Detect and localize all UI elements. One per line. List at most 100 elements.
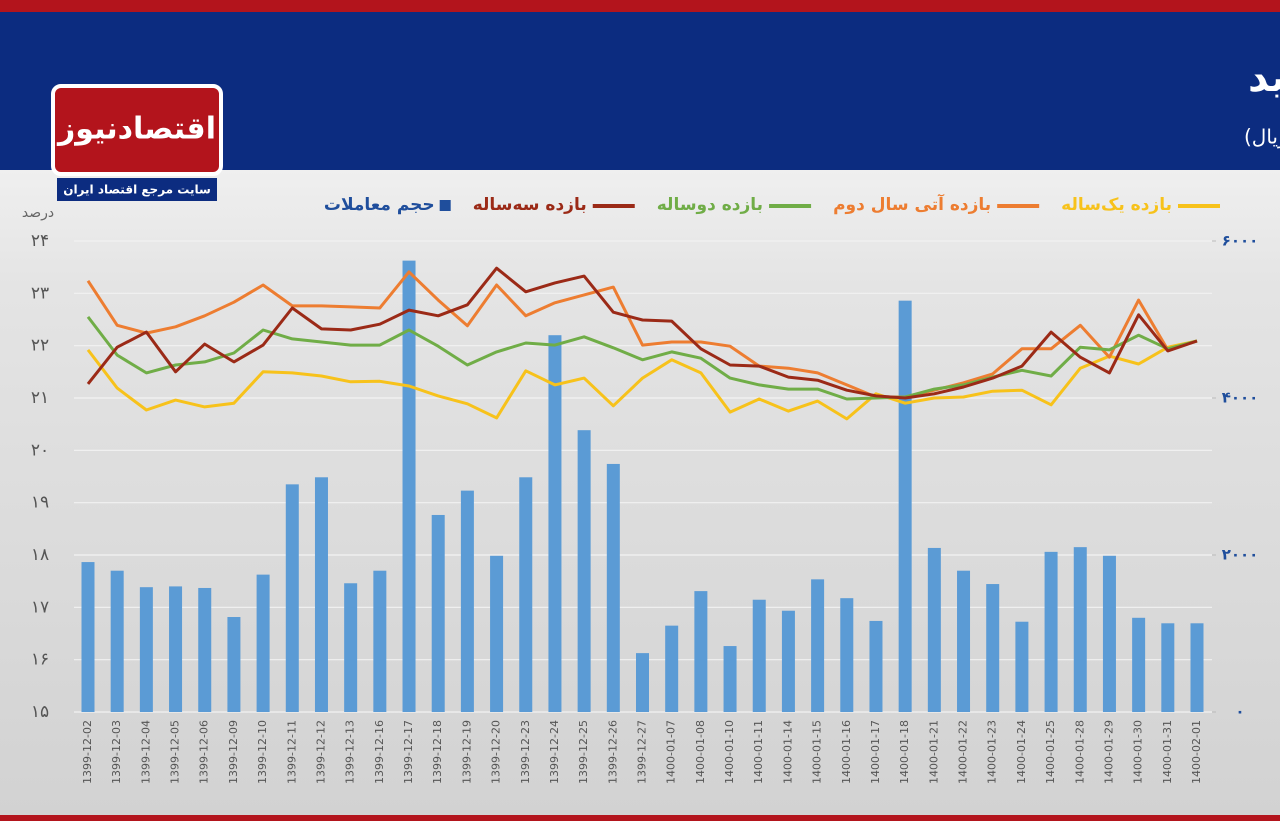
bar — [986, 584, 1000, 712]
bar — [752, 599, 766, 712]
line-series — [86, 270, 1198, 399]
legend-label: بازده سه‌ساله — [473, 195, 587, 215]
legend-label: بازده دوساله — [657, 195, 763, 215]
bar — [840, 598, 854, 712]
x-tick-label: 1399-12-24 — [548, 720, 561, 784]
x-tick-label: 1399-12-12 — [314, 720, 327, 784]
bar — [169, 586, 183, 712]
bar — [373, 570, 387, 712]
bar — [1015, 621, 1029, 712]
bar — [723, 646, 737, 712]
bar — [1132, 617, 1146, 712]
bar — [927, 547, 941, 712]
plot: ۱۵ ۱۶ ۱۷ ۱۸ ۱۹ ۲۰ ۲۱ ۲۲ ۲۳ ۲۴ ۰ ۲۰۰۰ ۴۰۰۰ ۶۰۰۰ 1399-12… — [31, 231, 1258, 784]
bottom-strip — [0, 815, 1280, 821]
line-series — [86, 339, 1198, 421]
bar — [81, 562, 95, 712]
x-tick-label: 1399-12-26 — [606, 720, 619, 784]
legend-label: حجم معاملات — [324, 195, 435, 215]
x-tick-label: 1400-01-08 — [694, 720, 707, 784]
bar — [869, 620, 883, 712]
legend-swatch — [439, 200, 451, 211]
x-tick-label: 1400-01-11 — [752, 720, 765, 784]
y2-tick-label: ۶۰۰۰ — [1222, 232, 1259, 250]
bar — [1073, 547, 1087, 712]
line-series — [86, 266, 1198, 400]
x-tick-label: 1399-12-04 — [139, 720, 152, 784]
x-tick-label: 1399-12-05 — [169, 720, 182, 784]
title: | روند نرخ اوراق سررسید — [1248, 55, 1280, 102]
x-tick-label: 1399-12-19 — [460, 720, 473, 784]
bar — [898, 300, 912, 712]
bar — [665, 625, 679, 712]
x-tick-label: 1399-12-27 — [636, 720, 649, 784]
bar — [110, 570, 124, 712]
y-tick-label: ۲۱ — [31, 388, 49, 408]
x-tick-label: 1399-12-16 — [373, 720, 386, 784]
x-tick-label: 1399-12-13 — [344, 720, 357, 784]
x-tick-label: 1400-01-25 — [1044, 720, 1057, 784]
x-tick-label: 1399-12-17 — [402, 720, 415, 784]
x-tick-label: 1400-01-14 — [781, 720, 794, 784]
x-tick-label: 1399-12-06 — [198, 720, 211, 784]
x-tick-label: 1399-12-18 — [431, 720, 444, 784]
bar — [577, 430, 591, 712]
bar — [431, 514, 445, 712]
legend-label: بازده یک‌ساله — [1061, 195, 1172, 215]
y-tick-label: ۲۳ — [31, 283, 49, 303]
x-tick-label: 1399-12-03 — [110, 720, 123, 784]
y-tick-label: ۱۷ — [31, 597, 49, 617]
bar — [198, 587, 212, 712]
bar — [256, 574, 270, 712]
y-tick-label: ۱۸ — [31, 545, 49, 565]
bar — [1044, 551, 1058, 712]
bar — [285, 484, 299, 712]
bar — [460, 490, 474, 712]
logo-box — [51, 84, 223, 176]
logo-tagline-band — [57, 178, 217, 201]
y-axis-label: درصد — [22, 205, 54, 221]
x-tick-label: 1400-01-22 — [957, 720, 970, 784]
x-tick-label: 1400-01-31 — [1161, 720, 1174, 784]
bar — [314, 477, 328, 712]
x-tick-label: 1399-12-11 — [285, 720, 298, 784]
x-tick-label: 1400-01-28 — [1073, 720, 1086, 784]
bar — [957, 570, 971, 712]
bar — [1190, 623, 1204, 712]
x-tick-label: 1400-01-29 — [1102, 720, 1115, 784]
y-tick-label: ۲۴ — [31, 231, 49, 251]
y-tick-label: ۱۵ — [31, 702, 49, 722]
logo-name: اقتصادنیوز — [56, 112, 216, 147]
bar — [1161, 623, 1175, 712]
bar — [519, 477, 533, 712]
y2-tick-label: ۲۰۰۰ — [1222, 546, 1259, 564]
x-tick-label: 1399-12-20 — [490, 720, 503, 784]
bar — [548, 335, 562, 712]
x-tick-label: 1400-02-01 — [1190, 720, 1203, 784]
x-tick-label: 1399-12-02 — [81, 720, 94, 784]
x-tick-label: 1399-12-25 — [577, 720, 590, 784]
bar — [781, 610, 795, 712]
bar — [227, 617, 241, 712]
x-tick-label: 1400-01-07 — [665, 720, 678, 784]
legend-label: بازده آتی سال دوم — [833, 193, 991, 215]
bar — [636, 653, 649, 712]
y-tick-label: ۱۶ — [31, 650, 49, 670]
bar — [490, 555, 504, 712]
y2-tick-label: ۴۰۰۰ — [1222, 389, 1259, 407]
x-tick-label: 1399-12-23 — [519, 720, 532, 784]
subtitle: (واحد:میلیارد ریال) — [1244, 125, 1280, 149]
bar — [694, 591, 708, 712]
bar — [139, 587, 153, 712]
x-tick-label: 1400-01-15 — [811, 720, 824, 784]
bar — [811, 579, 825, 712]
x-tick-label: 1400-01-24 — [1015, 720, 1028, 784]
x-tick-label: 1400-01-17 — [869, 720, 882, 784]
x-tick-label: 1399-12-10 — [256, 720, 269, 784]
x-tick-label: 1400-01-16 — [840, 720, 853, 784]
bar — [402, 260, 416, 712]
y-tick-label: ۲۲ — [31, 336, 49, 356]
bar — [1102, 555, 1116, 712]
bar — [606, 463, 620, 712]
